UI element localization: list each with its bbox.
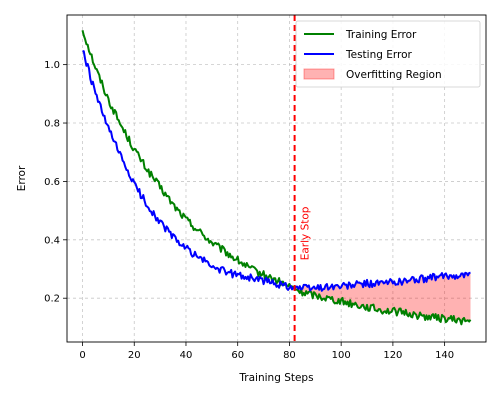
legend-label-overfitting: Overfitting Region xyxy=(346,69,442,81)
x-tick-label: 60 xyxy=(231,350,244,361)
y-tick-label: 0.8 xyxy=(44,119,60,130)
x-tick-label: 0 xyxy=(79,350,85,361)
x-tick-label: 120 xyxy=(383,350,402,361)
y-tick-label: 0.2 xyxy=(44,294,60,305)
legend-swatch-overfitting xyxy=(303,68,335,80)
ticks: 0 20 40 60 80 100 120 140 0.2 0.4 0.6 0.8 1.0 xyxy=(44,60,454,361)
y-tick-label: 0.6 xyxy=(44,177,60,188)
y-axis-label: Error xyxy=(16,165,28,191)
axes-frame xyxy=(66,14,487,343)
x-tick-label: 80 xyxy=(283,350,296,361)
y-tick-label: 1.0 xyxy=(44,60,60,71)
x-tick-label: 40 xyxy=(180,350,193,361)
x-tick-label: 140 xyxy=(435,350,454,361)
overfitting-region xyxy=(294,272,471,325)
series-line-training-error xyxy=(81,30,472,326)
early-stop-label: Early Stop xyxy=(300,206,312,260)
x-tick-label: 20 xyxy=(128,350,141,361)
series-lines xyxy=(81,30,472,326)
x-tick-label: 100 xyxy=(332,350,351,361)
x-axis-label: Training Steps xyxy=(238,372,313,384)
series-line-testing-error xyxy=(82,50,471,292)
legend: Training Error Testing Error Overfitting… xyxy=(295,20,481,88)
legend-label-training: Training Error xyxy=(345,29,417,41)
legend-label-testing: Testing Error xyxy=(345,49,413,61)
overfitting-fill xyxy=(294,272,471,325)
early-stop-line-group: Early Stop xyxy=(293,15,312,342)
legend-box xyxy=(295,20,481,88)
y-tick-label: 0.4 xyxy=(44,235,60,246)
